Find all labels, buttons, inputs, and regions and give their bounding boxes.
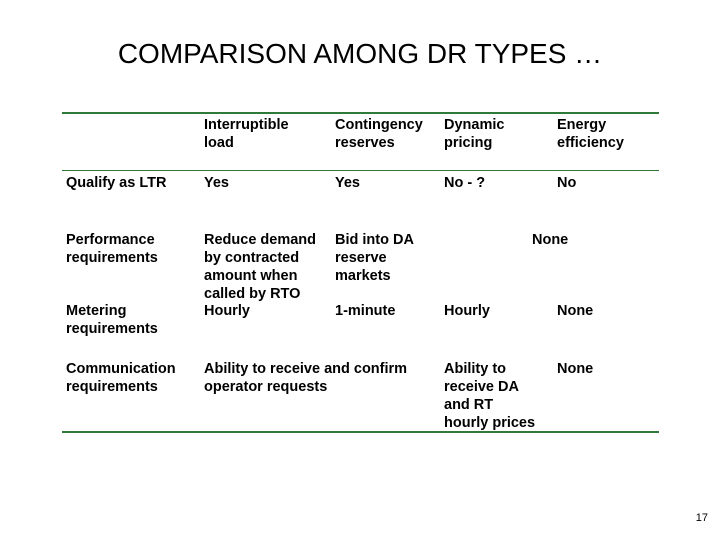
communication-interruptible-contingency: Ability to receive and confirm operator … [204, 361, 408, 395]
communication-efficiency: None [557, 361, 594, 377]
metering-interruptible: Hourly [204, 303, 250, 319]
communication-dynamic: Ability to receive DA and RT hourly pric… [444, 361, 536, 431]
metering-dynamic: Hourly [444, 303, 490, 319]
ltr-interruptible: Yes [204, 175, 229, 191]
header-dynamic-pricing: Dynamic pricing [444, 117, 505, 151]
performance-dynamic-efficiency: None [532, 232, 569, 248]
header-energy-efficiency: Energy efficiency [557, 117, 624, 151]
row-label-communication: Communication requirements [66, 361, 176, 395]
metering-efficiency: None [557, 303, 594, 319]
page-number: 17 [695, 512, 708, 524]
row-label-performance: Performance requirements [66, 232, 158, 266]
header-interruptible-load: Interruptible load [204, 117, 289, 151]
metering-contingency: 1-minute [335, 303, 396, 319]
slide-title: COMPARISON AMONG DR TYPES … [117, 38, 603, 69]
table-bottom-rule [62, 431, 659, 433]
row-label-ltr: Qualify as LTR [66, 175, 167, 191]
ltr-contingency: Yes [335, 175, 360, 191]
performance-interruptible: Reduce demand by contracted amount when … [204, 232, 316, 302]
row-label-metering: Metering requirements [66, 303, 158, 337]
ltr-dynamic: No - ? [444, 175, 486, 191]
ltr-efficiency: No [557, 175, 577, 191]
header-contingency-reserves: Contingency reserves [335, 117, 423, 151]
header-rule [62, 170, 659, 171]
table-top-rule [62, 112, 659, 114]
performance-contingency: Bid into DA reserve markets [335, 232, 414, 284]
